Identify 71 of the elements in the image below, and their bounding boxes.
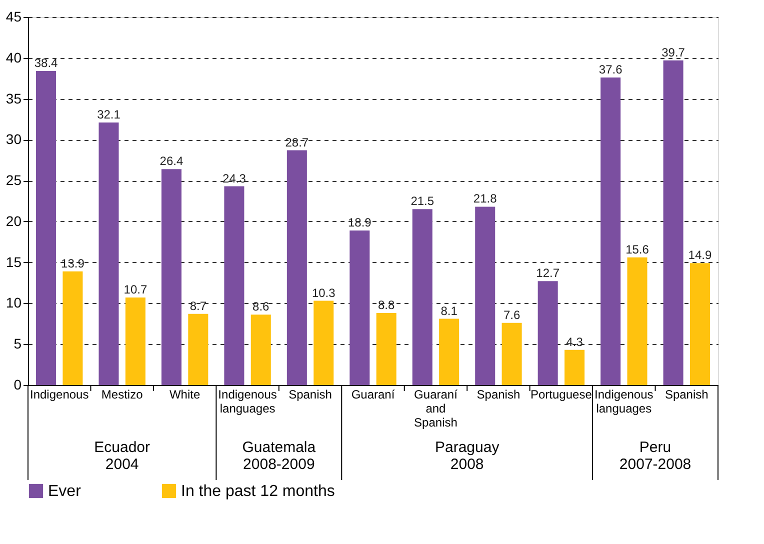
bar — [224, 186, 244, 385]
data-label: 13.9 — [61, 256, 85, 270]
text: Ecuador 2004 — [94, 439, 150, 473]
data-label: 28.7 — [285, 135, 309, 150]
x-tick-label: Indigenous languages — [218, 388, 277, 416]
x-tick-label: Spanish — [664, 388, 708, 402]
bar — [564, 350, 585, 385]
x-tick-label: White — [169, 388, 200, 402]
data-label: 24.3 — [222, 171, 246, 186]
y-tick-label: 35 — [6, 90, 22, 106]
bar — [161, 169, 182, 385]
text: Paraguay 2008 — [434, 439, 500, 473]
bar — [286, 150, 307, 385]
data-label: 8.6 — [252, 300, 270, 314]
data-label: 4.3 — [566, 334, 584, 349]
data-label: 26.4 — [160, 154, 184, 168]
bar — [538, 281, 558, 385]
data-label: 18.9 — [348, 215, 372, 230]
bar — [98, 122, 119, 385]
bar — [376, 313, 396, 385]
bar — [350, 230, 370, 385]
data-label: 8.7 — [190, 298, 207, 313]
x-tick-label: Guaraní — [351, 388, 396, 402]
y-tick-label: 0 — [14, 376, 22, 392]
y-tick-label: 25 — [6, 172, 22, 188]
legend-label: Ever — [48, 483, 82, 500]
y-tick-label: 45 — [6, 8, 22, 24]
data-label: 15.6 — [626, 242, 650, 256]
bar — [250, 314, 271, 385]
data-label: 32.1 — [97, 107, 121, 122]
x-tick-label: Mestizo — [101, 388, 144, 402]
data-label: 14.9 — [688, 248, 712, 262]
bar — [36, 70, 56, 385]
y-tick-label: 20 — [6, 212, 22, 229]
bar — [439, 318, 460, 385]
y-tick-label: 10 — [6, 294, 22, 311]
bar — [475, 206, 496, 385]
data-label: 10.3 — [312, 286, 336, 300]
data-label: 21.5 — [410, 194, 434, 208]
x-tick-label: Indigenous languages — [594, 388, 654, 416]
y-tick-label: 40 — [6, 49, 22, 66]
x-tick-label: Indigenous — [30, 388, 89, 402]
text: Peru 2007-2008 — [619, 439, 692, 473]
x-tick-label: Guaraní and Spanish — [414, 388, 458, 430]
bar — [412, 209, 432, 385]
text: Guatemala 2008-2009 — [242, 439, 316, 473]
bar — [62, 271, 83, 385]
bar — [188, 314, 208, 385]
data-label: 39.7 — [662, 45, 686, 60]
y-tick-label: 30 — [6, 131, 22, 148]
data-label: 21.8 — [473, 192, 498, 206]
x-tick-label: Portuguese — [530, 388, 592, 402]
data-label: 37.6 — [598, 62, 623, 77]
data-label: 10.7 — [124, 282, 148, 296]
bar — [663, 60, 684, 385]
bar — [627, 257, 648, 385]
data-label: 12.7 — [536, 266, 560, 280]
data-label: 8.1 — [440, 304, 458, 318]
x-tick-label: Spanish — [288, 388, 332, 402]
x-tick-label: Spanish — [476, 388, 520, 402]
data-label: 8.8 — [378, 298, 396, 312]
data-label: 7.6 — [503, 308, 520, 322]
bar — [600, 78, 621, 385]
data-label: 38.4 — [34, 56, 58, 70]
legend-label: In the past 12 months — [181, 483, 335, 500]
y-tick-label: 5 — [14, 336, 22, 352]
bar — [125, 298, 146, 385]
bar — [502, 322, 522, 385]
bar — [690, 263, 710, 385]
bar — [314, 300, 334, 385]
y-tick-label: 15 — [6, 254, 22, 270]
